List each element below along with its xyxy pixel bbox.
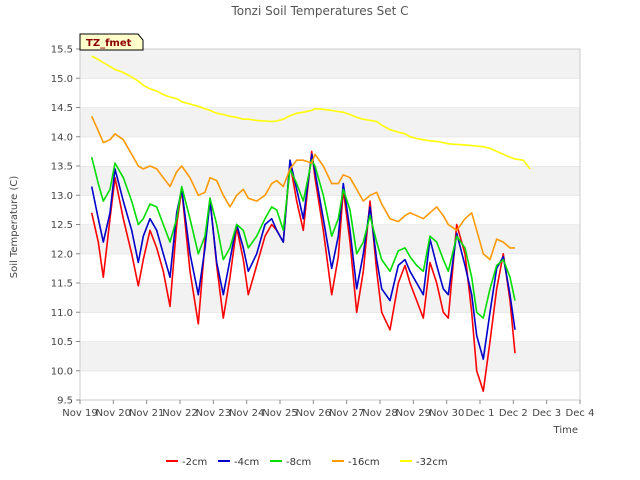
x-tick-label: Nov 25 [262,408,297,419]
y-tick-label: 12.0 [51,249,73,260]
y-tick-label: 15.0 [51,74,73,85]
background-band [80,341,580,371]
y-tick-label: 9.5 [57,396,73,407]
legend-label: -32cm [416,457,448,468]
series-line-16cm [90,115,515,261]
series-line-4cm [90,153,516,360]
y-tick-label: 11.0 [51,308,73,319]
legend-label: -4cm [234,457,259,468]
tz-fmet-tag: TZ_fmet [79,33,144,51]
y-tick-label: 13.5 [51,162,73,173]
x-tick-label: Nov 30 [429,408,464,419]
x-tick-label: Nov 24 [229,408,264,419]
y-tick-label: 14.0 [51,132,73,143]
chart-title: Tonzi Soil Temperatures Set C [230,4,408,18]
x-tick-label: Nov 29 [396,408,431,419]
x-tick-label: Dec 2 [499,408,528,419]
series-line-8cm [90,157,516,319]
background-band [80,136,580,166]
y-tick-label: 10.0 [51,366,73,377]
legend-label: -8cm [286,457,311,468]
y-tick-label: 10.5 [51,337,73,348]
background-band [80,312,580,342]
x-tick-label: Nov 22 [162,408,197,419]
y-tick-label: 13.0 [51,191,73,202]
x-tick-label: Nov 26 [296,408,331,419]
x-tick-label: Nov 21 [129,408,164,419]
legend-label: -2cm [182,457,207,468]
x-axis-title: Time [553,425,578,436]
plot-background-bands [80,48,580,400]
y-tick-label: 14.5 [51,103,73,114]
tag-box [79,33,144,51]
legend-label: -16cm [348,457,380,468]
background-band [80,195,580,225]
x-tick-label: Nov 20 [96,408,131,419]
x-tick-label: Nov 19 [62,408,97,419]
background-band [80,370,580,400]
x-tick-label: Dec 4 [566,408,595,419]
x-tick-label: Nov 27 [329,408,364,419]
legend: -2cm -4cm -8cm -16cm -32cm [166,457,448,468]
x-tick-label: Nov 23 [196,408,231,419]
tag-label: TZ_fmet [86,38,132,49]
x-tick-label: Nov 28 [362,408,397,419]
y-tick-label: 15.5 [51,45,73,56]
y-tick-label: 11.5 [51,279,73,290]
series-lines [90,55,531,392]
background-band [80,49,580,79]
x-tick-label: Dec 3 [532,408,561,419]
x-tick-label: Dec 1 [466,408,495,419]
y-axis-ticks: 9.5 10.0 10.5 11.0 11.5 12.0 12.5 13.0 13.5 14.0 1… [51,45,80,407]
y-axis-title: Soil Temperature (C) [9,176,20,279]
background-band [80,107,580,137]
y-tick-label: 12.5 [51,220,73,231]
series-line-2cm [90,150,516,392]
series-line-32cm [91,55,531,170]
background-band [80,78,580,108]
